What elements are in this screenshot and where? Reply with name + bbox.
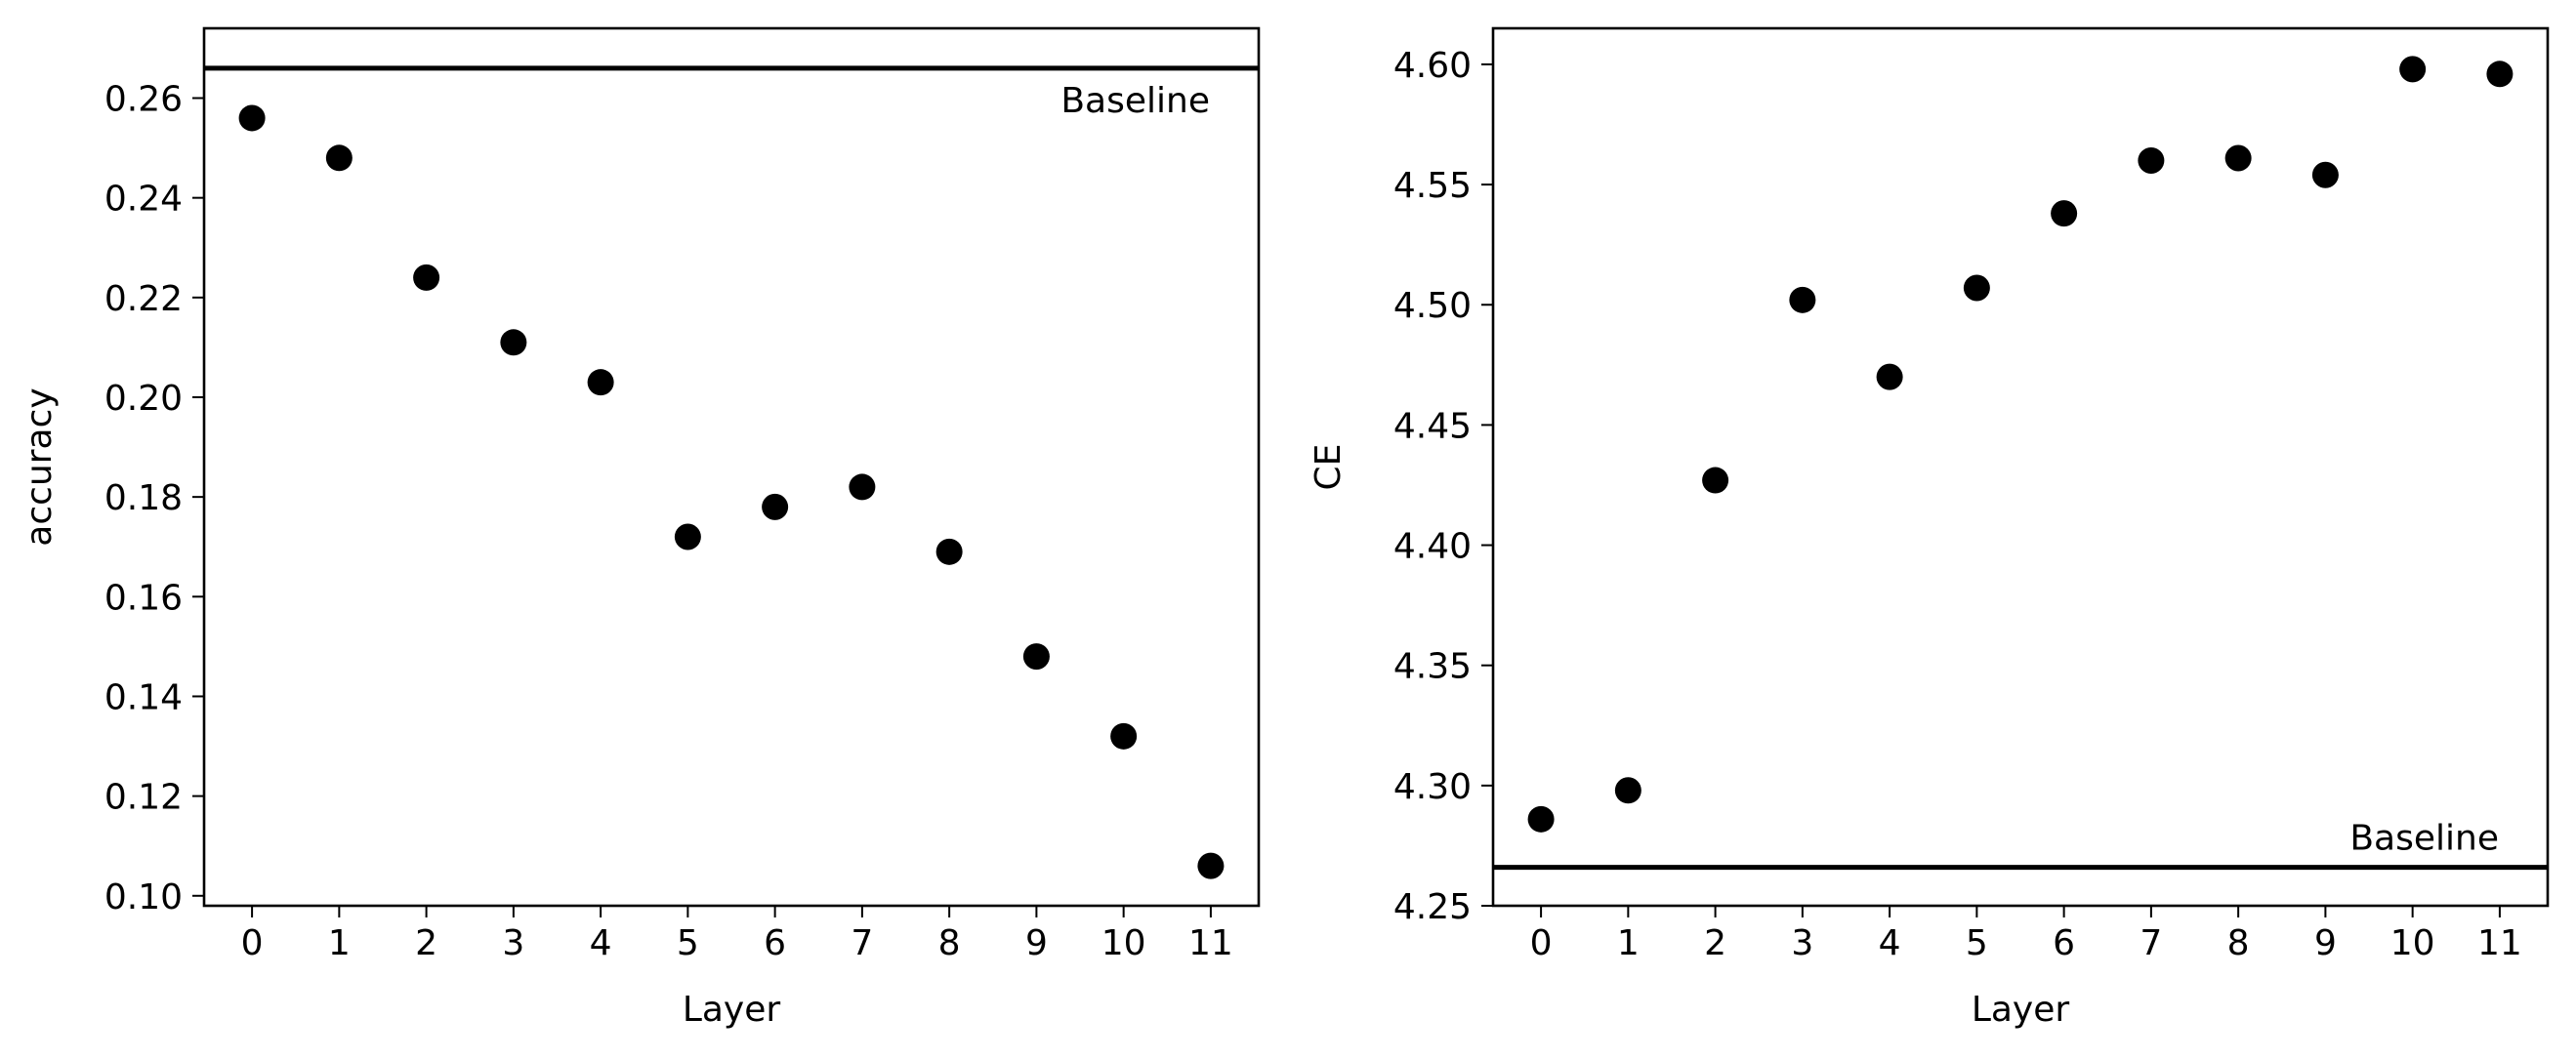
data-point: [1614, 777, 1641, 804]
x-axis-label: Layer: [683, 990, 781, 1030]
data-point: [1876, 363, 1903, 390]
x-tick-label: 0: [241, 923, 264, 963]
x-tick-label: 11: [2477, 923, 2522, 963]
data-point: [935, 538, 963, 565]
x-tick-label: 2: [1704, 923, 1726, 963]
x-tick-label: 10: [2390, 923, 2435, 963]
y-tick-label: 0.18: [104, 478, 183, 518]
baseline-label: Baseline: [1060, 81, 1210, 121]
x-tick-label: 1: [1617, 923, 1640, 963]
y-tick-label: 0.10: [104, 877, 183, 917]
data-point: [500, 329, 527, 356]
x-tick-label: 5: [677, 923, 699, 963]
data-point: [238, 104, 266, 132]
data-point: [762, 493, 789, 520]
x-tick-label: 11: [1188, 923, 1233, 963]
ce-panel: 0 1 2 3 4 5 6 7 8 9 10 11 4.25 4.30 4.35 4.40 4.45 4.50 4.…: [1309, 26, 2550, 1030]
y-tick-label: 4.45: [1393, 406, 1472, 446]
accuracy-panel: 0 1 2 3 4 5 6 7 8 9 10 11 0.10 0.12 0.14 0.16 0.18 0.20 0.…: [20, 26, 1261, 1030]
y-tick-label: 4.30: [1393, 767, 1472, 807]
data-point: [2051, 200, 2078, 227]
data-point: [1527, 805, 1555, 833]
y-tick-label: 0.24: [104, 180, 183, 220]
data-point: [1789, 286, 1816, 313]
y-tick-label: 4.40: [1393, 527, 1472, 567]
x-tick-label: 8: [938, 923, 961, 963]
y-tick-label: 0.14: [104, 677, 183, 717]
y-tick-label: 0.16: [104, 578, 183, 618]
y-tick-label: 4.50: [1393, 286, 1472, 326]
x-tick-label: 2: [415, 923, 437, 963]
data-point: [1197, 852, 1225, 879]
x-tick-label: 6: [2053, 923, 2075, 963]
x-tick-label: 7: [851, 923, 873, 963]
x-tick-label: 5: [1966, 923, 1988, 963]
y-tick-label: 4.35: [1393, 647, 1472, 687]
data-point: [1963, 274, 1990, 302]
x-axis-label: Layer: [1972, 990, 2070, 1030]
y-tick-label: 0.22: [104, 279, 183, 319]
x-tick-label: 7: [2140, 923, 2162, 963]
x-tick-label: 3: [1791, 923, 1813, 963]
x-tick-label: 1: [328, 923, 351, 963]
data-point: [2311, 161, 2339, 188]
data-point: [587, 369, 614, 396]
data-point: [1110, 722, 1138, 750]
y-tick-label: 0.26: [104, 80, 183, 120]
y-axis-label: accuracy: [20, 387, 60, 546]
y-axis-label: CE: [1309, 444, 1349, 491]
x-tick-label: 8: [2227, 923, 2250, 963]
data-point: [325, 144, 353, 172]
plot-frame: [202, 26, 1261, 908]
x-tick-label: 4: [1879, 923, 1901, 963]
data-point: [674, 523, 701, 550]
x-tick-label: 9: [2314, 923, 2337, 963]
baseline-label: Baseline: [2349, 819, 2499, 859]
x-tick-label: 9: [1025, 923, 1048, 963]
x-tick-label: 0: [1530, 923, 1553, 963]
data-point: [2486, 61, 2514, 88]
data-point: [1022, 643, 1050, 671]
y-tick-label: 0.20: [104, 379, 183, 419]
x-tick-label: 3: [502, 923, 524, 963]
data-point: [2224, 144, 2252, 172]
y-tick-label: 4.60: [1393, 46, 1472, 86]
data-point: [1702, 467, 1729, 494]
data-point: [849, 473, 876, 501]
data-point: [2138, 146, 2165, 174]
y-tick-label: 0.12: [104, 778, 183, 818]
data-point: [2399, 56, 2427, 83]
y-tick-label: 4.55: [1393, 166, 1472, 206]
plot-frame: [1491, 26, 2550, 908]
data-point: [413, 264, 440, 291]
y-tick-label: 4.25: [1393, 887, 1472, 927]
x-tick-label: 6: [764, 923, 786, 963]
x-tick-label: 4: [590, 923, 612, 963]
x-tick-label: 10: [1101, 923, 1146, 963]
